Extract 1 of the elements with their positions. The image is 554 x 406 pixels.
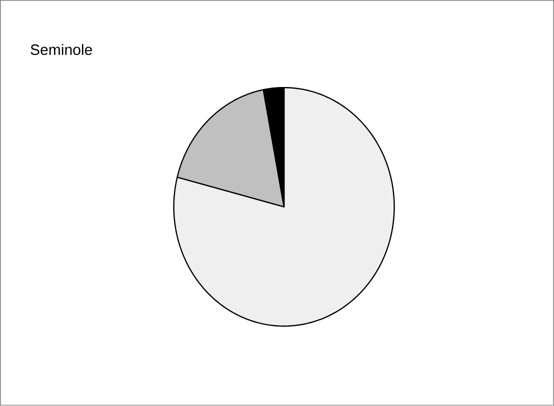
chart-title: Seminole: [30, 44, 92, 56]
